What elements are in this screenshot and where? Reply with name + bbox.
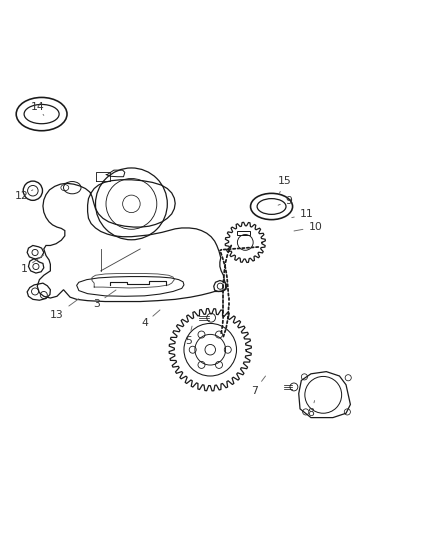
Text: 7: 7 — [251, 376, 265, 397]
Text: 11: 11 — [292, 209, 314, 219]
Bar — [237, 231, 250, 235]
Text: 1: 1 — [21, 255, 44, 273]
Text: 15: 15 — [278, 176, 292, 194]
Text: 10: 10 — [294, 222, 322, 232]
Text: 14: 14 — [30, 102, 44, 115]
Text: 9: 9 — [278, 196, 293, 206]
Text: 5: 5 — [185, 326, 192, 346]
Text: 8: 8 — [307, 401, 314, 418]
Text: 4: 4 — [141, 310, 160, 328]
Text: 13: 13 — [50, 299, 79, 320]
Text: 12: 12 — [15, 190, 33, 201]
Text: 3: 3 — [93, 290, 116, 309]
